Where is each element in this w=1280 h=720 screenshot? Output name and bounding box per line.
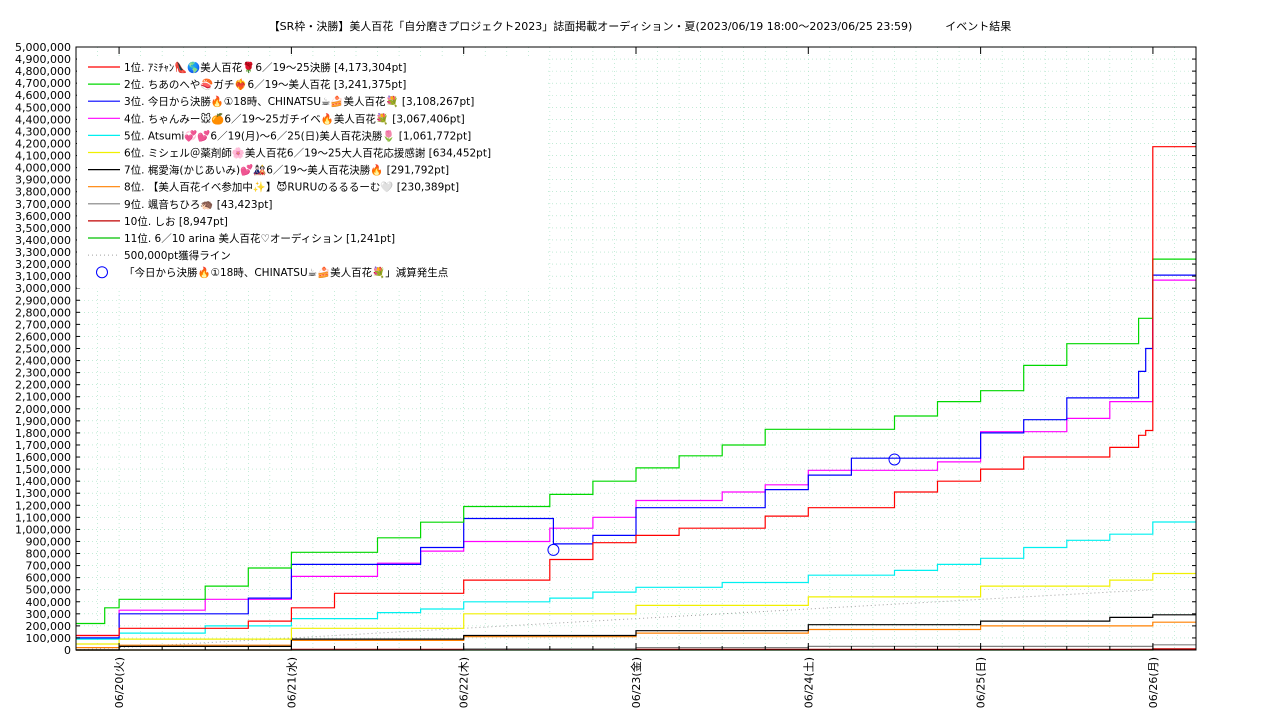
x-tick-label: 06/20(火) [113, 657, 126, 708]
y-tick-label: 600,000 [26, 572, 72, 585]
y-tick-label: 3,000,000 [15, 282, 71, 295]
y-tick-label: 3,400,000 [15, 234, 71, 247]
legend-label: 7位. 梶愛海(かじあいみ)💕🎎6／19〜美人百花決勝🔥 [291,792pt] [124, 164, 449, 177]
legend-label: 3位. 今日から決勝🔥①18時、CHINATSU☕🍰美人百花💐 [3,108,2… [124, 95, 474, 108]
x-tick-label: 06/23(金) [629, 657, 643, 708]
y-tick-label: 500,000 [26, 584, 72, 597]
y-tick-label: 2,800,000 [15, 306, 71, 319]
y-tick-label: 4,700,000 [15, 77, 71, 90]
legend-label: 「今日から決勝🔥①18時、CHINATSU☕🍰美人百花💐」減算発生点 [124, 266, 448, 279]
legend-swatch [96, 266, 108, 279]
y-tick-label: 4,500,000 [15, 101, 71, 114]
chart-title: 【SR枠・決勝】美人百花「自分磨きプロジェクト2023」誌面掲載オーディション・… [268, 20, 1012, 33]
y-tick-label: 200,000 [26, 620, 72, 633]
y-tick-label: 3,500,000 [15, 222, 71, 235]
y-tick-label: 2,300,000 [15, 367, 71, 380]
y-tick-label: 1,300,000 [15, 487, 71, 500]
legend-label: 6位. ミシェル＠薬剤師🌸美人百花6／19〜25大人百花応援感謝 [634,45… [124, 147, 491, 160]
y-tick-label: 2,000,000 [15, 403, 71, 416]
y-tick-label: 2,900,000 [15, 294, 71, 307]
y-tick-label: 2,400,000 [15, 355, 71, 368]
y-tick-label: 1,900,000 [15, 415, 71, 428]
y-tick-label: 1,700,000 [15, 439, 71, 452]
legend-label: 10位. しお [8,947pt] [124, 215, 228, 228]
y-tick-label: 800,000 [26, 548, 72, 561]
series-line [76, 521, 1196, 640]
marker-layer [547, 453, 901, 556]
y-tick-label: 300,000 [26, 608, 72, 621]
y-tick-label: 1,200,000 [15, 499, 71, 512]
y-axis: 0100,000200,000300,000400,000500,000600,… [15, 41, 1196, 657]
y-tick-label: 400,000 [26, 596, 72, 609]
y-tick-label: 3,200,000 [15, 258, 71, 271]
y-tick-label: 1,400,000 [15, 475, 71, 488]
series-line [76, 274, 1196, 639]
y-tick-label: 2,600,000 [15, 330, 71, 343]
decrease-marker [888, 453, 901, 466]
y-tick-label: 2,100,000 [15, 391, 71, 404]
y-tick-label: 4,600,000 [15, 89, 71, 102]
y-tick-label: 1,000,000 [15, 523, 71, 536]
y-tick-label: 3,900,000 [15, 174, 71, 187]
y-tick-label: 2,200,000 [15, 379, 71, 392]
y-tick-label: 1,500,000 [15, 463, 71, 476]
y-tick-label: 100,000 [26, 632, 72, 645]
series-line [76, 614, 1196, 651]
y-tick-label: 4,900,000 [15, 53, 71, 66]
y-tick-label: 1,100,000 [15, 511, 71, 524]
decrease-marker [547, 543, 560, 556]
y-tick-label: 4,000,000 [15, 162, 71, 175]
y-tick-label: 1,800,000 [15, 427, 71, 440]
x-tick-label: 06/26(月) [1147, 657, 1160, 708]
y-tick-label: 0 [64, 644, 71, 657]
y-tick-label: 4,300,000 [15, 125, 71, 138]
y-tick-label: 1,600,000 [15, 451, 71, 464]
y-tick-label: 4,100,000 [15, 150, 71, 163]
legend-label: 8位. 【美人百花イベ参加中✨】😈RURUのるるるーむ🤍 [230,389pt] [124, 181, 459, 194]
legend-label: 1位. ｱﾐﾁｬﾝ👠🌎美人百花🌹6／19〜25決勝 [4,173,304pt] [124, 61, 406, 74]
legend-background [77, 56, 545, 289]
legend-label: 5位. Atsumi💞💕6／19(月)〜6／25(日)美人百花決勝🌷 [1,06… [124, 129, 471, 142]
y-tick-label: 900,000 [26, 535, 72, 548]
x-tick-label: 06/24(土) [802, 657, 815, 708]
y-tick-label: 4,400,000 [15, 113, 71, 126]
y-tick-label: 3,100,000 [15, 270, 71, 283]
y-tick-label: 3,800,000 [15, 186, 71, 199]
legend-label: 11位. 6／10 arina 美人百花♡オーディション [1,241pt] [124, 232, 395, 245]
y-tick-label: 2,500,000 [15, 343, 71, 356]
legend-label: 500,000pt獲得ライン [124, 249, 231, 262]
legend-label: 4位. ちゃんみー🐭🍊6／19〜25ガチイベ🔥美人百花💐 [3,067,406p… [124, 112, 465, 125]
legend: 1位. ｱﾐﾁｬﾝ👠🌎美人百花🌹6／19〜25決勝 [4,173,304pt] 2… [77, 56, 545, 289]
y-tick-label: 4,800,000 [15, 65, 71, 78]
series-line [76, 146, 1196, 637]
legend-label: 9位. 颯音ちひろ🦔 [43,423pt] [124, 198, 272, 211]
y-tick-label: 3,600,000 [15, 210, 71, 223]
y-tick-label: 4,200,000 [15, 137, 71, 150]
legend-label: 2位. ちあのへや🍣ガチ❤️‍🔥6／19〜美人百花 [3,241,375pt] [124, 78, 406, 91]
x-axis: 06/20(火) 06/21(水) 06/22(木) 06/23(金) 06/24(土)… [75, 47, 1197, 708]
series-line [76, 258, 1196, 625]
series-line [76, 279, 1196, 637]
y-tick-label: 3,300,000 [15, 246, 71, 259]
y-tick-label: 2,700,000 [15, 318, 71, 331]
y-tick-label: 700,000 [26, 560, 72, 573]
x-tick-label: 06/21(水) [285, 657, 298, 708]
x-tick-label: 06/25(日) [975, 657, 988, 708]
y-tick-label: 3,700,000 [15, 198, 71, 211]
series-line [76, 572, 1196, 645]
x-tick-label: 06/22(木) [458, 657, 471, 708]
y-tick-label: 5,000,000 [15, 41, 71, 54]
